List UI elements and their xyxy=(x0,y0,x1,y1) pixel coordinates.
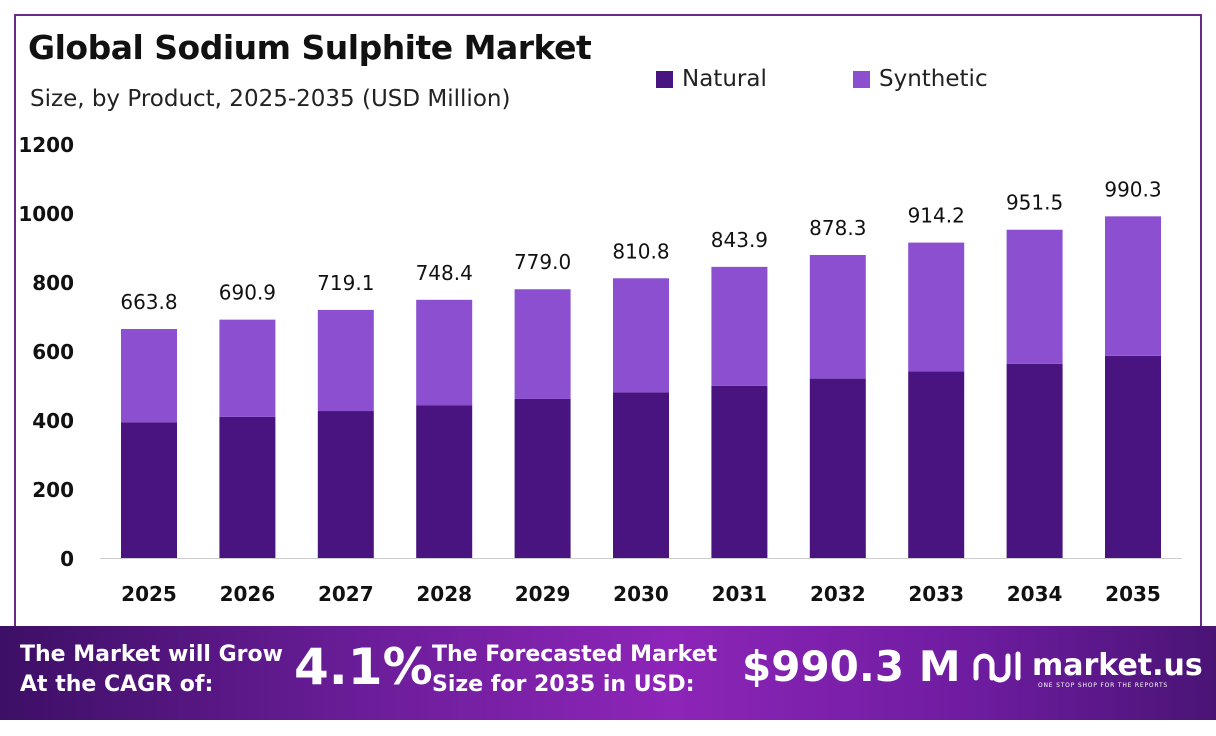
y-tick-label: 600 xyxy=(32,340,74,364)
bar-natural-2033 xyxy=(908,371,965,558)
data-label-total: 719.1 xyxy=(317,271,374,295)
bar-natural-2031 xyxy=(711,385,768,558)
cagr-label-line2: At the CAGR of: xyxy=(20,672,214,697)
data-label-total: 914.2 xyxy=(908,204,965,228)
summary-banner: The Market will Grow At the CAGR of: 4.1… xyxy=(0,626,1216,720)
chart-frame xyxy=(14,14,1202,720)
bar-natural-2030 xyxy=(613,392,669,558)
bar-synthetic-2028 xyxy=(416,299,473,406)
chart-title: Global Sodium Sulphite Market xyxy=(28,28,592,67)
bar-synthetic-2033 xyxy=(908,242,965,372)
forecast-label: The Forecasted Market Size for 2035 in U… xyxy=(432,640,717,700)
bar-synthetic-2029 xyxy=(514,289,571,399)
data-label-total: 779.0 xyxy=(514,250,571,274)
forecast-label-line2: Size for 2035 in USD: xyxy=(432,672,695,697)
y-tick-label: 800 xyxy=(32,271,74,295)
market-us-logo-icon xyxy=(973,651,1021,683)
bar-natural-2029 xyxy=(514,398,571,558)
data-label-total: 990.3 xyxy=(1104,177,1161,201)
x-tick-label: 2033 xyxy=(908,582,964,606)
bar-synthetic-2035 xyxy=(1105,216,1161,356)
legend-label-synthetic: Synthetic xyxy=(879,66,988,92)
chart-subtitle: Size, by Product, 2025-2035 (USD Million… xyxy=(30,86,511,112)
brand-name: market.us xyxy=(1032,648,1203,683)
bar-synthetic-2031 xyxy=(711,266,768,386)
bar-natural-2026 xyxy=(219,416,276,558)
bar-natural-2025 xyxy=(121,422,177,558)
x-tick-label: 2031 xyxy=(712,582,768,606)
legend-swatch-natural xyxy=(656,70,673,88)
bar-chart: 0 200 400 600 800 1000 1200 663.8 2025 690.9 2026 7… xyxy=(18,133,1182,606)
x-tick-label: 2034 xyxy=(1007,582,1063,606)
data-label-total: 878.3 xyxy=(809,216,866,240)
bar-synthetic-2026 xyxy=(219,319,276,417)
data-label-total: 690.9 xyxy=(219,281,276,305)
x-tick-label: 2032 xyxy=(810,582,866,606)
legend-item-natural: Natural xyxy=(656,66,767,92)
cagr-value: 4.1% xyxy=(294,638,433,696)
data-label-total: 951.5 xyxy=(1006,191,1063,215)
x-tick-label: 2030 xyxy=(613,582,669,606)
data-label-total: 748.4 xyxy=(416,261,473,285)
data-label-total: 843.9 xyxy=(711,228,768,252)
bar-synthetic-2032 xyxy=(809,254,866,379)
data-label-total: 810.8 xyxy=(612,239,669,263)
cagr-label: The Market will Grow At the CAGR of: xyxy=(20,640,283,700)
bar-synthetic-2025 xyxy=(121,328,177,423)
data-label-total: 663.8 xyxy=(120,290,177,314)
forecast-label-line1: The Forecasted Market xyxy=(432,642,718,667)
bar-natural-2035 xyxy=(1105,355,1161,558)
legend-item-synthetic: Synthetic xyxy=(853,66,988,92)
forecast-value: $990.3 M xyxy=(742,642,961,691)
x-tick-label: 2035 xyxy=(1105,582,1161,606)
legend-swatch-synthetic xyxy=(853,70,870,88)
y-tick-label: 400 xyxy=(32,409,74,433)
x-tick-label: 2027 xyxy=(318,582,374,606)
y-tick-label: 0 xyxy=(60,547,74,571)
x-tick-label: 2025 xyxy=(121,582,177,606)
brand-tagline: ONE STOP SHOP FOR THE REPORTS xyxy=(1038,682,1169,689)
x-tick-label: 2029 xyxy=(515,582,571,606)
y-tick-label: 1000 xyxy=(18,202,74,226)
y-tick-label: 1200 xyxy=(18,133,74,157)
bar-natural-2027 xyxy=(317,411,374,558)
bar-synthetic-2030 xyxy=(613,278,669,393)
cagr-label-line1: The Market will Grow xyxy=(20,642,283,667)
bar-synthetic-2027 xyxy=(317,309,374,412)
brand-logo: market.us ONE STOP SHOP FOR THE REPORTS xyxy=(972,648,1203,689)
bar-natural-2028 xyxy=(416,405,473,558)
bar-synthetic-2034 xyxy=(1006,229,1063,364)
y-tick-label: 200 xyxy=(32,478,74,502)
bar-natural-2032 xyxy=(809,378,866,558)
legend-label-natural: Natural xyxy=(682,66,767,92)
bar-natural-2034 xyxy=(1006,363,1063,558)
x-tick-label: 2026 xyxy=(220,582,276,606)
x-tick-label: 2028 xyxy=(416,582,472,606)
